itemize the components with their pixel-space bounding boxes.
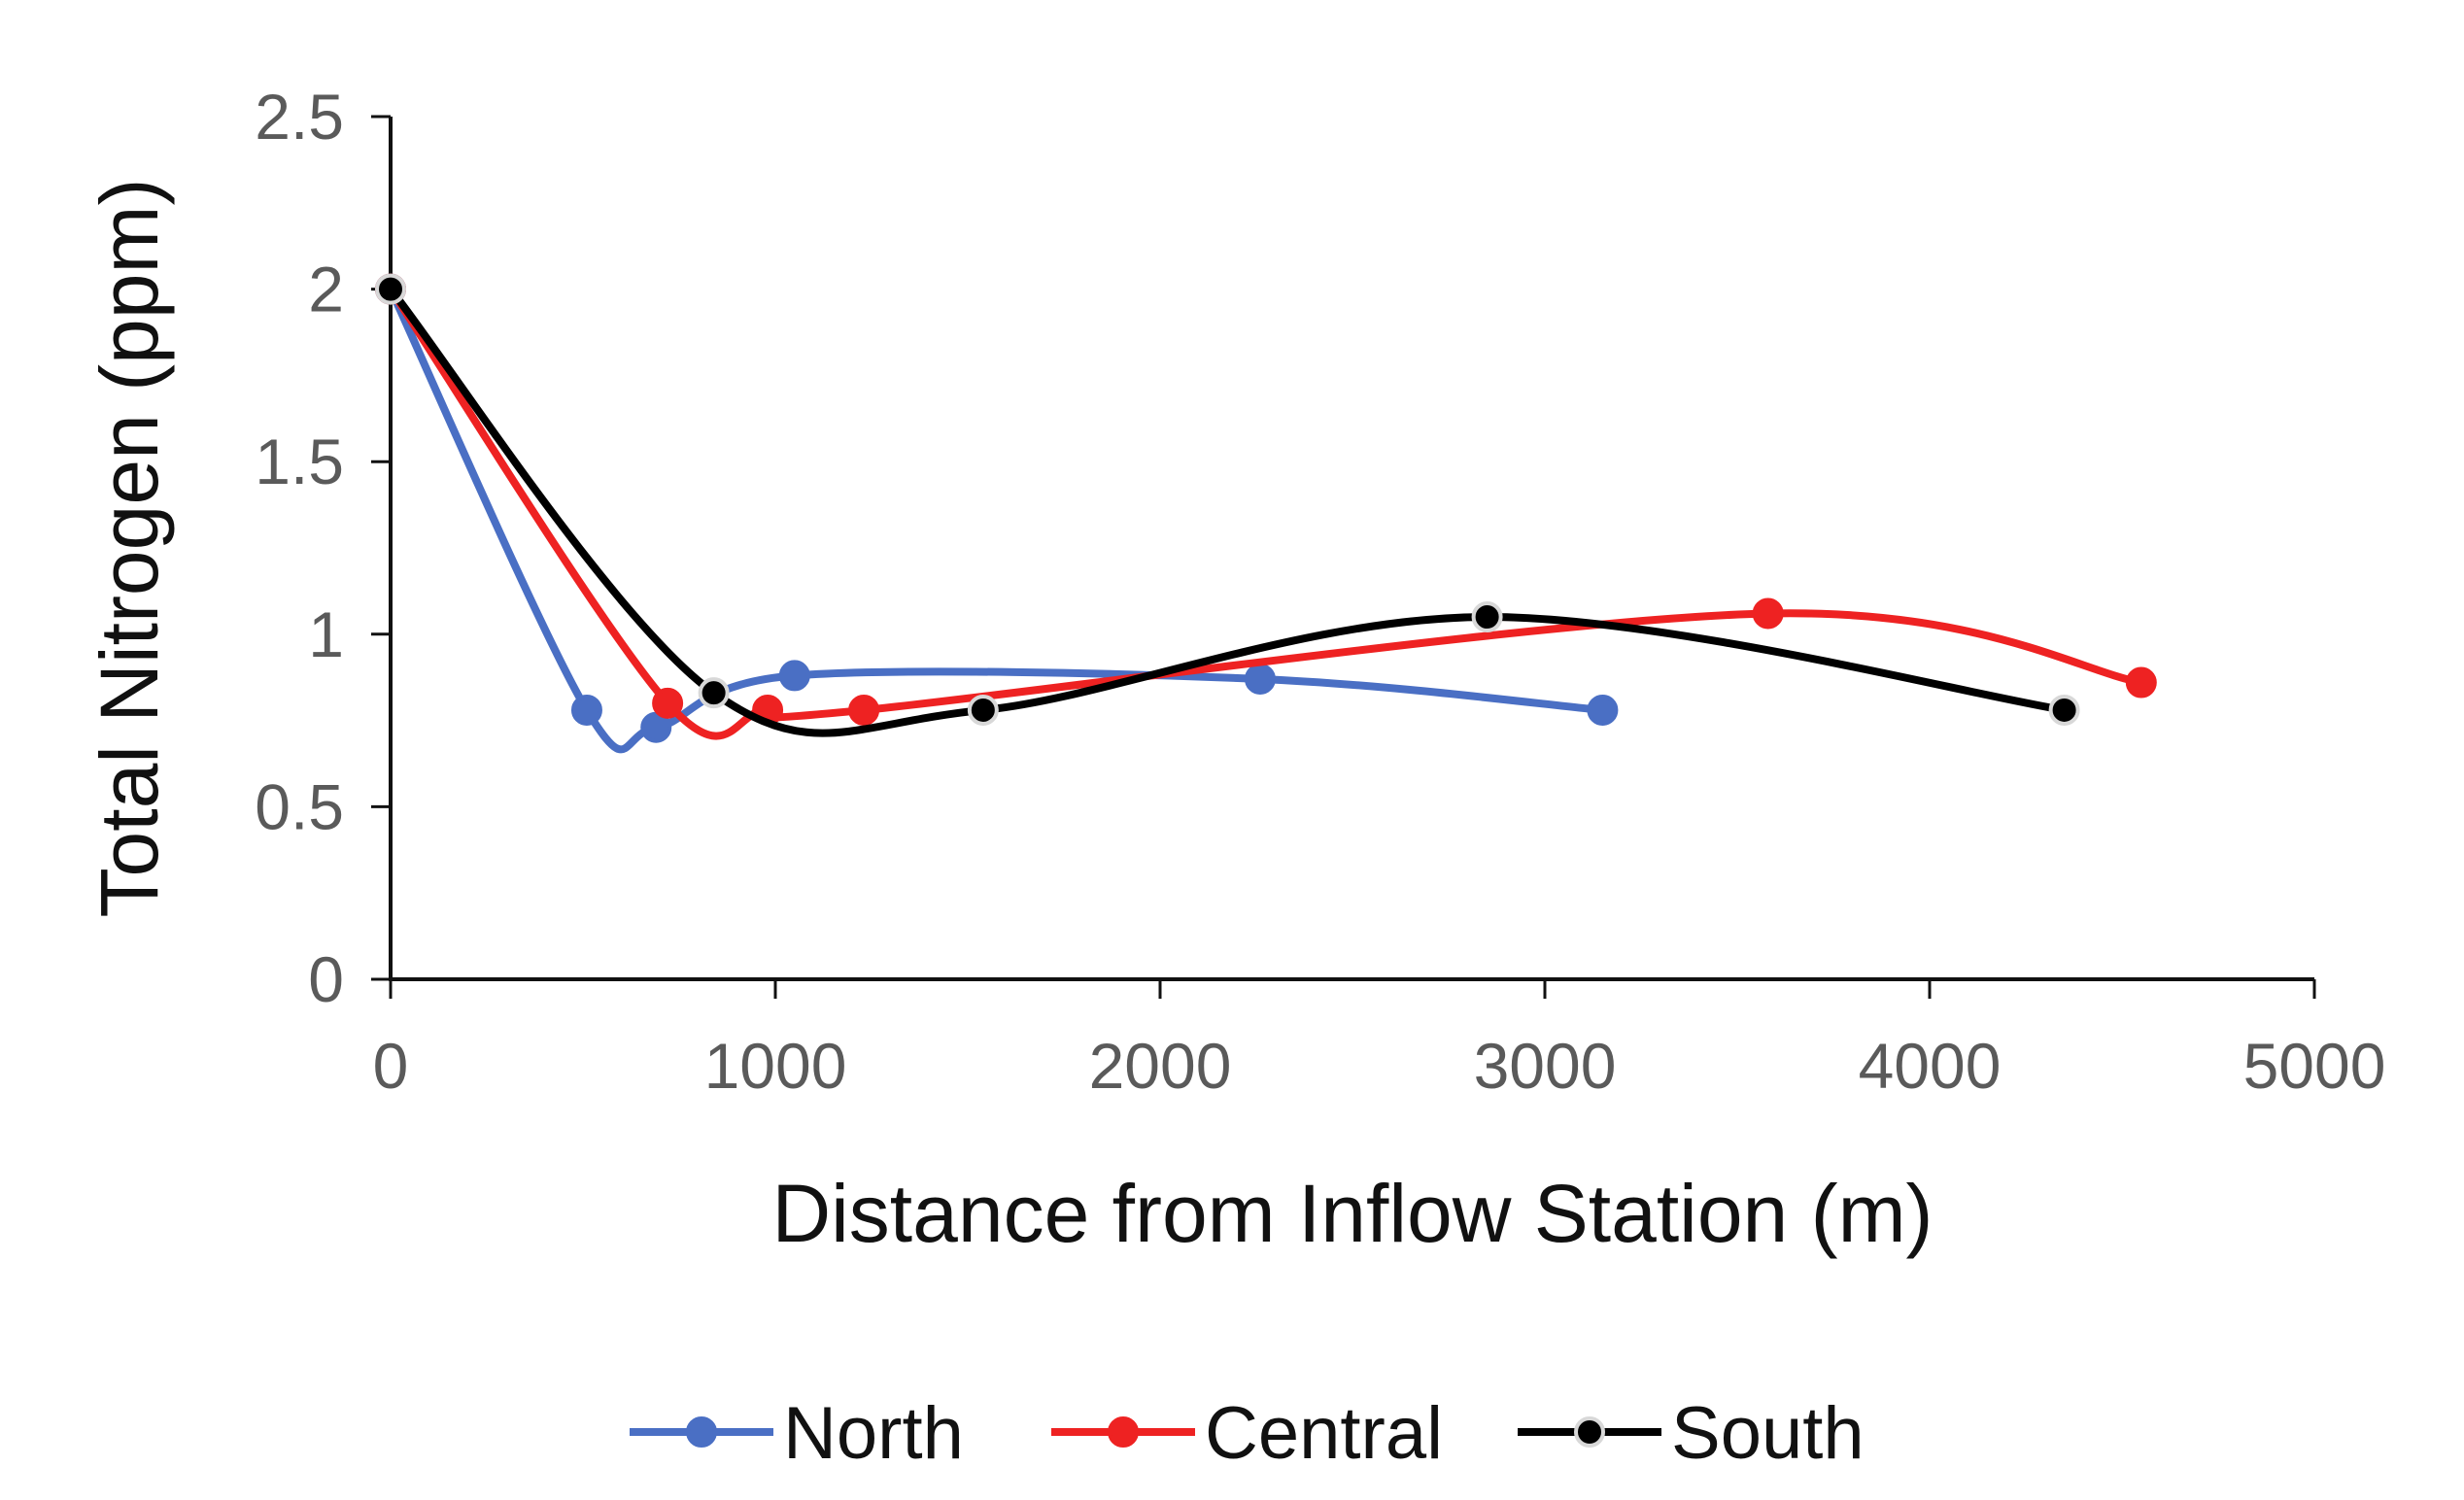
y-tick-label: 1 [308,598,344,670]
data-point-north [640,711,672,743]
series-line-north [387,285,1607,754]
legend: North Central South [630,1392,1865,1475]
data-point-south [375,273,406,305]
data-point-south [2048,694,2080,726]
axes [389,117,2314,981]
ticks: 0 0.5 1 1.5 2 2.5 0 1000 2000 3000 4000 5000 [255,81,2385,1102]
legend-item-north: North [630,1392,964,1475]
x-tick-label: 0 [373,1030,409,1102]
data-point-north [1587,694,1619,726]
x-tick-label: 4000 [1859,1030,2002,1102]
y-tick-label: 0.5 [255,770,344,842]
data-point-north [778,660,810,692]
data-point-south [698,677,730,709]
legend-label-north: North [783,1392,964,1475]
legend-item-south: South [1518,1392,1865,1475]
data-point-central [848,694,880,726]
legend-item-central: Central [1051,1392,1443,1475]
y-tick-label: 0 [308,943,344,1015]
legend-label-central: Central [1205,1392,1443,1475]
data-point-central [652,687,684,719]
data-point-south [1471,601,1503,633]
data-point-south [967,694,999,726]
x-axis-title: Distance from Inflow Station (m) [771,1168,1933,1259]
y-tick-label: 2 [308,254,344,325]
legend-marker-central [1108,1416,1139,1448]
y-axis-title: Total Nitrogen (ppm) [84,179,175,918]
legend-marker-north [686,1416,717,1448]
legend-marker-south [1574,1416,1605,1448]
data-point-central [1752,597,1784,630]
x-tick-label: 3000 [1474,1030,1617,1102]
x-tick-label: 5000 [2243,1030,2386,1102]
series-line-south [387,285,2069,737]
series-line-central [387,285,2145,740]
y-tick-label: 1.5 [255,426,344,497]
x-tick-label: 2000 [1089,1030,1232,1102]
y-tick-label: 2.5 [255,81,344,153]
data-point-central [2125,666,2157,699]
series-layer [375,273,2157,754]
data-point-north [570,694,602,726]
data-point-north [1244,663,1276,695]
x-tick-label: 1000 [704,1030,847,1102]
legend-label-south: South [1671,1392,1865,1475]
